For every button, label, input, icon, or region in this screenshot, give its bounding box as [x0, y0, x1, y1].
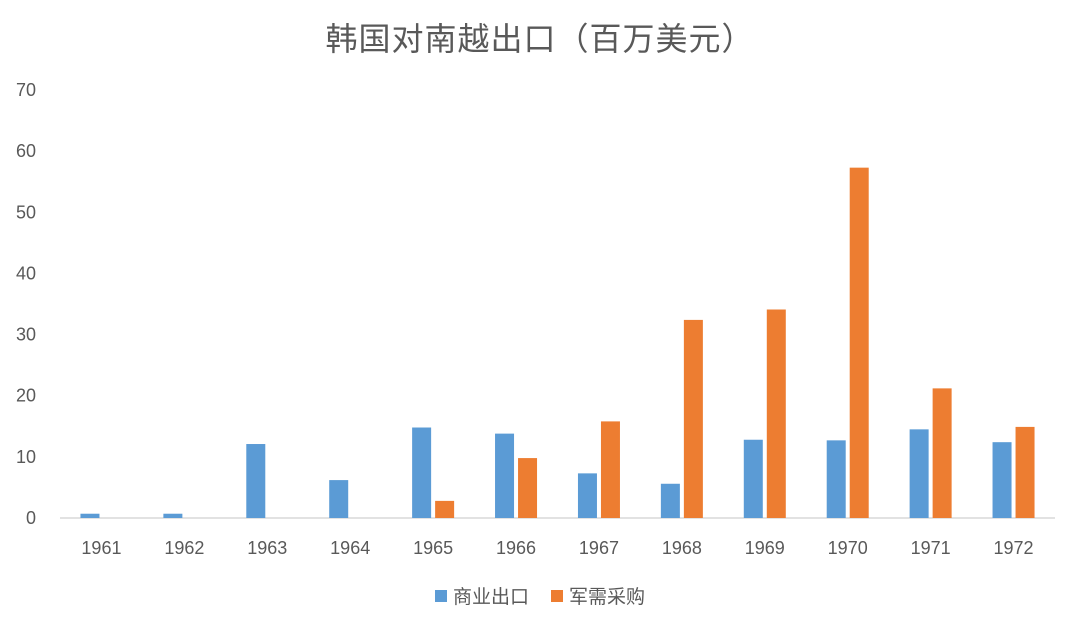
bar-commercial-1964	[329, 480, 349, 518]
x-tick-label: 1971	[911, 538, 951, 558]
legend-swatch-military	[551, 589, 563, 602]
bar-military-1970	[849, 167, 869, 518]
legend-label-military: 军需采购	[569, 586, 646, 608]
bar-military-1967	[600, 421, 620, 518]
legend-swatch-commercial	[434, 589, 447, 602]
legend-item-commercial: 商业出口	[434, 582, 529, 609]
x-tick-label: 1972	[994, 538, 1034, 558]
y-tick-label: 70	[16, 80, 36, 100]
y-tick-label: 60	[16, 141, 36, 161]
y-tick-label: 30	[16, 325, 36, 345]
x-tick-label: 1962	[164, 538, 204, 558]
y-tick-label: 0	[26, 508, 36, 528]
bar-commercial-1968	[660, 483, 680, 518]
bar-commercial-1961	[80, 513, 100, 518]
x-tick-label: 1967	[579, 538, 619, 558]
legend: 商业出口 军需采购	[0, 582, 1080, 609]
bar-commercial-1972	[992, 442, 1012, 518]
x-tick-label: 1966	[496, 538, 536, 558]
bar-military-1966	[518, 458, 538, 518]
x-tick-label: 1970	[828, 538, 868, 558]
x-tick-label: 1968	[662, 538, 702, 558]
bars-group	[80, 167, 1035, 518]
bar-commercial-1970	[826, 440, 846, 518]
bar-military-1965	[435, 500, 455, 518]
bar-military-1972	[1015, 426, 1035, 518]
bar-commercial-1969	[743, 439, 763, 518]
bar-military-1968	[683, 319, 703, 518]
y-tick-label: 50	[16, 202, 36, 222]
x-tick-label: 1969	[745, 538, 785, 558]
y-axis-tick-labels: 0 10 20 30 40 50 60 70	[16, 80, 36, 528]
y-tick-label: 20	[16, 386, 36, 406]
chart-title: 韩国对南越出口（百万美元）	[325, 20, 755, 58]
x-tick-label: 1963	[247, 538, 287, 558]
y-tick-label: 40	[16, 263, 36, 283]
x-tick-label: 1961	[81, 538, 121, 558]
legend-label-commercial: 商业出口	[452, 586, 529, 608]
legend-item-military: 军需采购	[551, 582, 645, 609]
y-tick-label: 10	[16, 447, 36, 467]
x-tick-label: 1965	[413, 538, 453, 558]
x-tick-label: 1964	[330, 538, 370, 558]
x-axis-tick-labels: 1961 1962 1963 1964 1965 1966 1967 1968 1969 1970…	[81, 538, 1033, 558]
bar-military-1969	[766, 309, 786, 518]
bar-commercial-1963	[246, 444, 266, 518]
bar-commercial-1967	[577, 473, 597, 518]
bar-commercial-1962	[163, 513, 183, 518]
bar-commercial-1965	[412, 427, 432, 518]
bar-commercial-1971	[909, 429, 929, 518]
bar-commercial-1966	[495, 433, 515, 518]
bar-military-1971	[932, 388, 952, 518]
